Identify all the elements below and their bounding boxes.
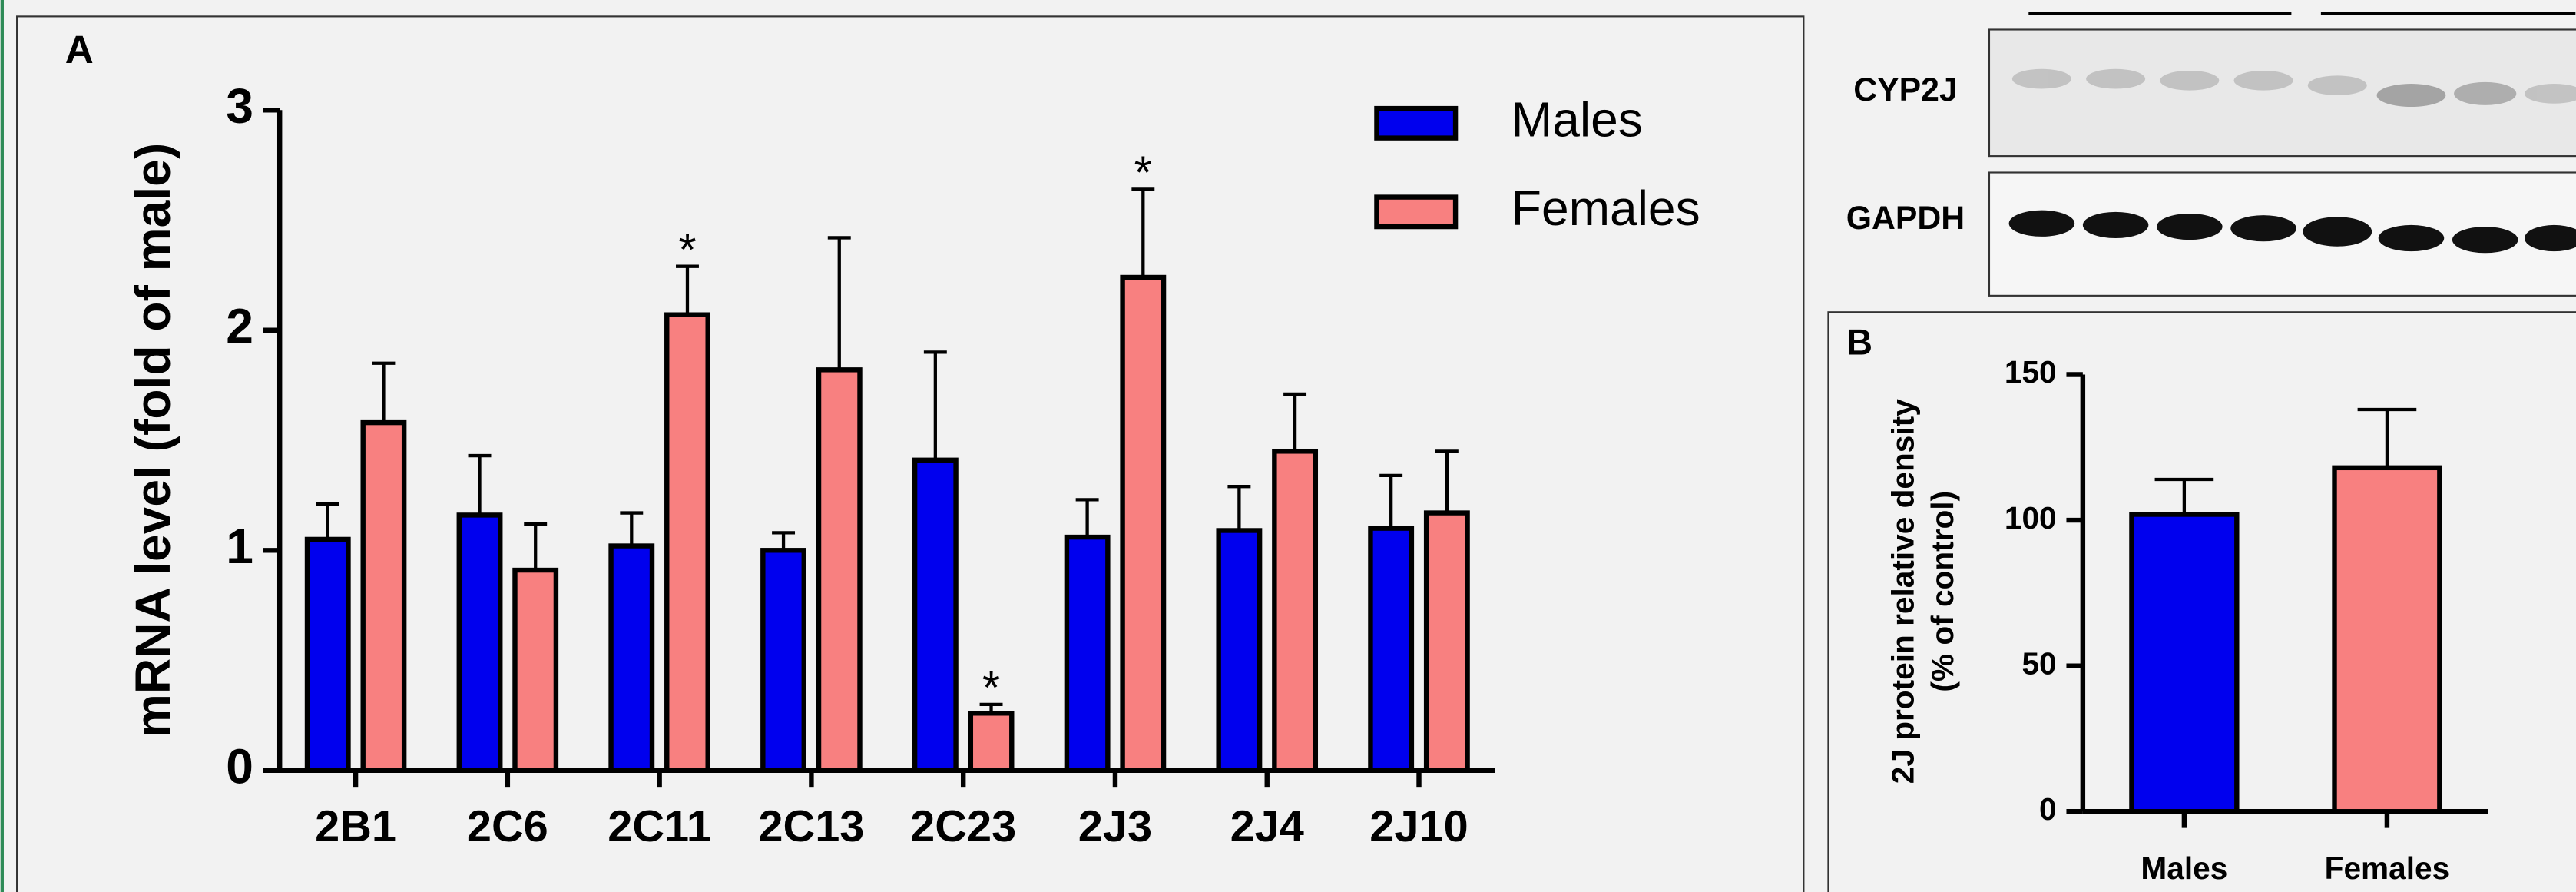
legend-swatch [1376,197,1455,227]
y-tick-label: 1 [226,519,253,574]
bar [763,550,803,771]
y-axis-label: mRNA level (fold of male) [125,143,180,738]
panel-a-frame [17,16,1803,892]
y-tick-label: 50 [2021,645,2056,681]
y-tick-label: 0 [2039,791,2057,827]
bar [1274,451,1315,770]
y-tick-label: 100 [2005,500,2057,536]
annotation: * [678,224,696,275]
legend-label: Males [1511,91,1643,147]
bar [1067,537,1108,771]
bar [459,515,500,770]
y-tick-label: 150 [2005,354,2057,390]
y-tick-label: 3 [226,78,253,134]
y-tick-label: 0 [226,739,253,794]
legend-label: Females [1511,181,1700,236]
bar [1123,277,1164,771]
bar [1219,530,1260,770]
bar [2131,514,2237,811]
bar [307,539,348,771]
x-tick-label: 2J3 [1078,802,1152,851]
legend-swatch [1376,108,1455,138]
bar [2335,468,2440,811]
x-tick-label: 2C6 [467,802,548,851]
bar [1426,513,1467,771]
y-axis-label: 2J protein relative density [1886,399,1921,784]
bar [667,315,707,771]
y-tick-label: 2 [226,299,253,354]
blot-label: GAPDH [1846,200,1965,237]
x-tick-label: 2C11 [608,802,711,851]
x-tick-label: 2C23 [910,802,1016,851]
panel-label: B [1846,321,1872,362]
x-tick-label: 2B1 [315,802,396,851]
figure: CYP2J GAPDH AmRNA level (fold of male) 0 1… [0,0,2576,892]
annotation: * [1134,147,1152,198]
bar [915,460,955,771]
annotation: * [982,662,1000,714]
bar [515,570,555,771]
x-tick-label: 2J4 [1230,802,1304,851]
panel-label: A [65,28,94,71]
x-tick-label: 2J10 [1369,802,1468,851]
bar [363,423,404,771]
bar [971,713,1012,770]
page: {"chart_data": [ {"type": "bar", "panel_… [0,0,2576,892]
bar [819,370,859,770]
x-tick-label: Females [2325,851,2450,886]
blot-label: CYP2J [1853,71,1957,108]
x-tick-label: 2C13 [758,802,864,851]
bar [1370,529,1411,771]
y-axis-label: (% of control) [1925,491,1960,692]
bar [611,546,652,771]
blot: CYP2J GAPDH [1846,13,2576,296]
x-tick-label: Males [2141,851,2227,886]
